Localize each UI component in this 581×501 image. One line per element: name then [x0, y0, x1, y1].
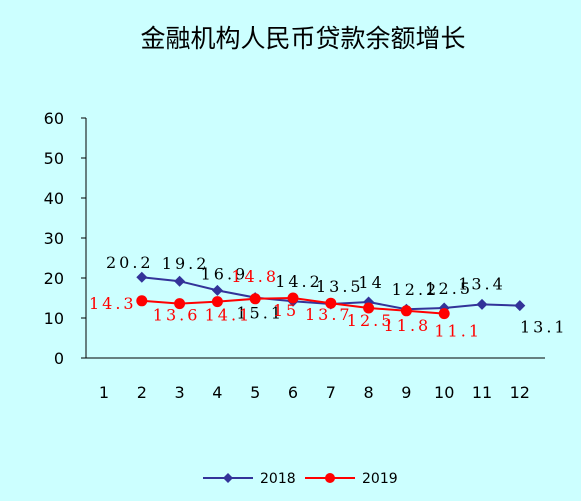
data-label: 13.4 [458, 274, 506, 293]
data-label: 15 [273, 301, 299, 320]
data-label: 14.8 [231, 267, 279, 286]
y-tick-label: 20 [44, 269, 64, 288]
data-point [249, 293, 261, 305]
x-tick-label: 6 [288, 383, 298, 402]
x-tick-label: 9 [401, 383, 411, 402]
data-point [287, 292, 299, 304]
data-label: 20.2 [106, 253, 154, 272]
data-point [211, 296, 223, 308]
data-label: 14.3 [89, 294, 137, 313]
x-tick-label: 11 [472, 383, 492, 402]
data-point [476, 298, 488, 310]
data-point [325, 297, 337, 309]
legend-marker [223, 473, 233, 483]
legend-label: 2019 [362, 471, 398, 487]
x-tick-label: 12 [510, 383, 530, 402]
data-labels: 20.2 19.216.915.114.213.514 12.212.513.413… [89, 253, 568, 341]
data-label: 13.5 [316, 277, 364, 296]
data-point [136, 295, 148, 307]
data-label: 13.7 [305, 305, 353, 324]
y-tick-label: 0 [54, 349, 64, 368]
data-label: 13.6 [153, 306, 201, 325]
data-label: 11.8 [384, 316, 432, 335]
data-point [174, 275, 186, 287]
x-tick-label: 2 [137, 383, 147, 402]
data-label: 14 [358, 273, 384, 292]
x-tick-label: 7 [326, 383, 336, 402]
series-markers [136, 271, 526, 320]
legend-label: 2018 [260, 471, 296, 487]
x-tick-label: 1 [99, 383, 109, 402]
data-label: 11.1 [434, 322, 482, 341]
data-label: 12.5 [347, 311, 395, 330]
x-tick-label: 5 [250, 383, 260, 402]
data-point [136, 271, 148, 283]
data-point [174, 298, 186, 310]
y-tick-label: 10 [44, 309, 64, 328]
data-label: 19.2 [162, 254, 210, 273]
y-tick-label: 50 [44, 149, 64, 168]
data-label: 15.1 [236, 304, 284, 323]
data-label: 14.2 [275, 272, 323, 291]
chart-title: 金融机构人民币贷款余额增长 [140, 24, 465, 53]
data-label: 12.5 [425, 279, 473, 298]
data-point [363, 302, 375, 314]
x-tick-label: 3 [175, 383, 185, 402]
data-label: 12.2 [392, 280, 440, 299]
x-tick-label: 10 [434, 383, 454, 402]
data-point [438, 308, 450, 320]
data-label: 16.9 [201, 264, 249, 283]
data-label: 13.1 [520, 318, 568, 337]
y-tick-label: 40 [44, 189, 64, 208]
legend: 2018 2019 [203, 471, 398, 487]
data-label: 14.1 [205, 306, 253, 325]
data-point [400, 305, 412, 317]
legend-marker [325, 473, 335, 483]
data-point [514, 300, 526, 312]
data-point [211, 284, 223, 296]
x-tick-label: 8 [364, 383, 374, 402]
y-tick-label: 60 [44, 109, 64, 128]
x-tick-label: 4 [212, 383, 222, 402]
y-tick-label: 30 [44, 229, 64, 248]
